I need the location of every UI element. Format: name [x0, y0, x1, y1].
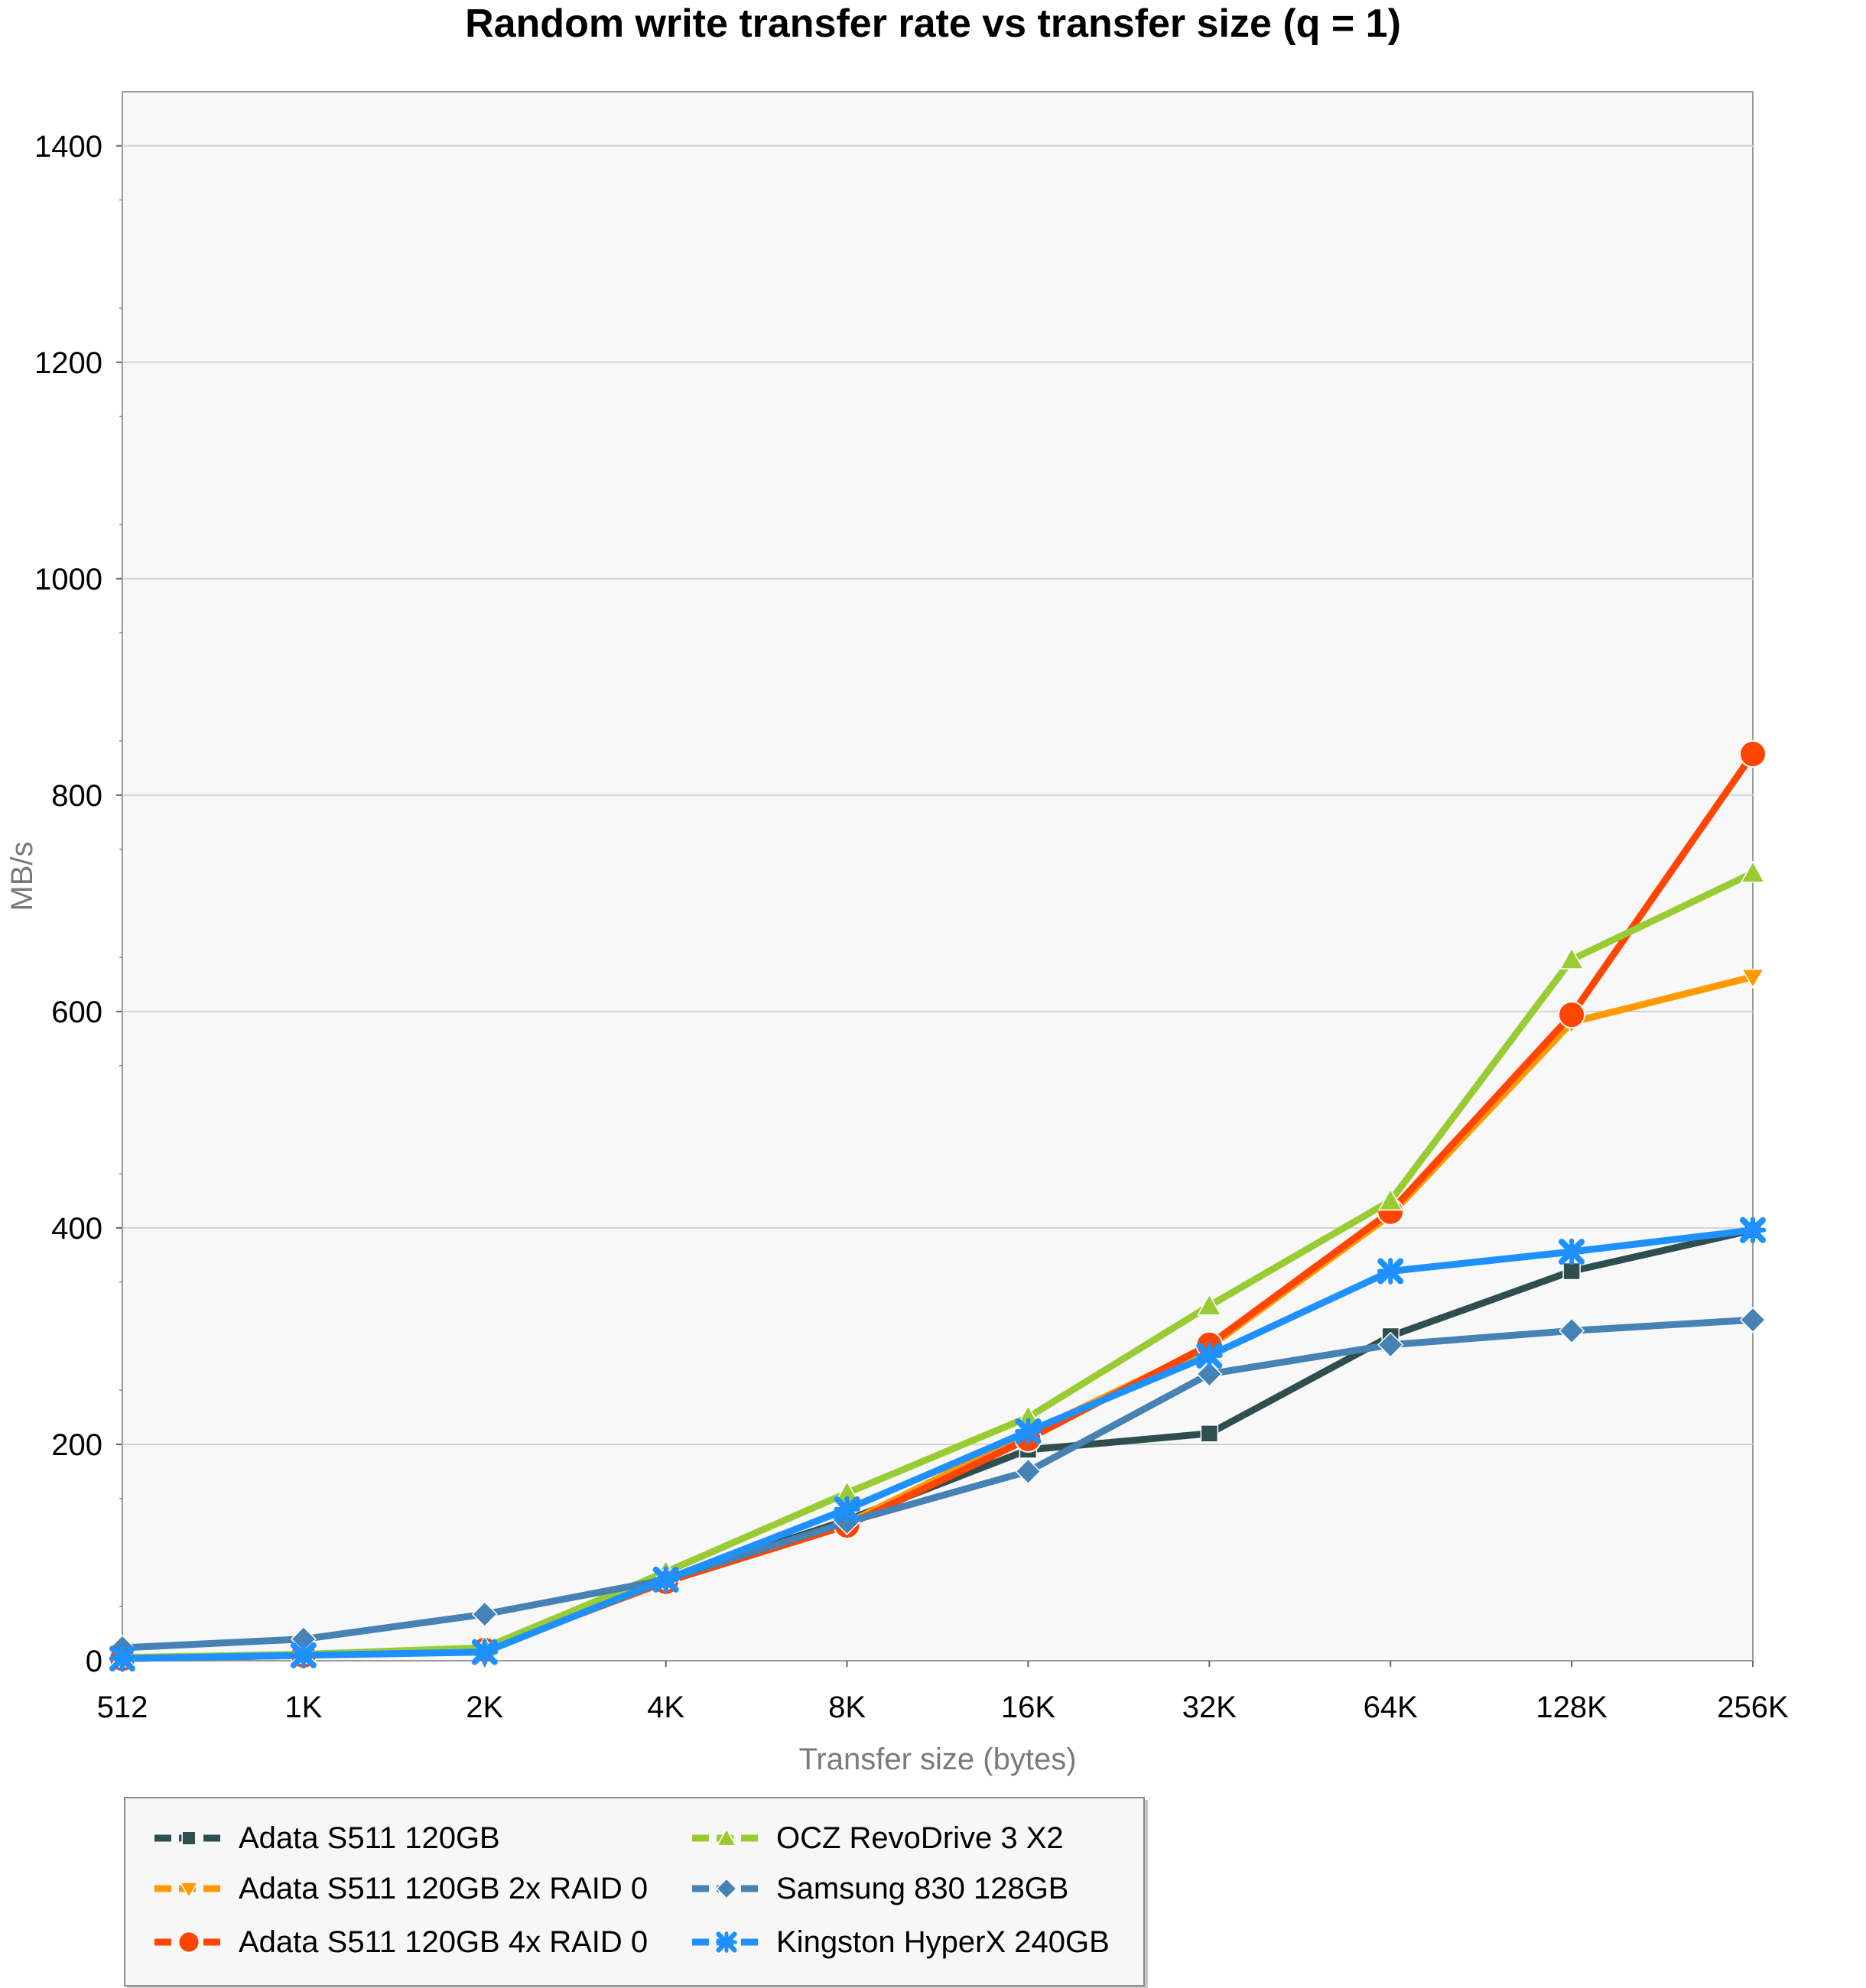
x-tick-label: 16K: [1001, 1691, 1055, 1724]
data-point: [1015, 1458, 1042, 1485]
data-point: [1739, 1307, 1767, 1333]
legend-marker: [716, 1931, 737, 1953]
data-point: [1739, 1217, 1767, 1244]
legend-swatch-ocz-revodrive: [686, 1815, 770, 1861]
legend-item: OCZ RevoDrive 3 X2: [686, 1815, 1064, 1861]
legend-marker: [179, 1882, 199, 1899]
x-tick-label: 256K: [1717, 1691, 1789, 1724]
legend-swatch-adata-s511: [148, 1815, 232, 1861]
data-point: [290, 1642, 317, 1669]
y-tick-label: 0: [86, 1645, 102, 1678]
x-tick-label: 64K: [1364, 1691, 1418, 1724]
legend-item: Adata S511 120GB 2x RAID 0: [148, 1866, 648, 1912]
chart-title: Random write transfer rate vs transfer s…: [465, 2, 1401, 46]
y-axis-label: MB/s: [5, 841, 39, 911]
plot-area: [122, 91, 1754, 1662]
legend-item: Adata S511 120GB: [148, 1815, 500, 1861]
data-point: [109, 1645, 136, 1672]
data-point: [1739, 740, 1767, 768]
data-point: [1200, 1424, 1219, 1443]
legend-label: OCZ RevoDrive 3 X2: [776, 1821, 1064, 1855]
y-tick-label: 1200: [34, 346, 102, 380]
data-point: [1377, 1188, 1403, 1211]
legend-label: Samsung 830 128GB: [776, 1871, 1069, 1905]
data-point: [1558, 1001, 1586, 1029]
data-point: [1558, 1238, 1585, 1265]
data-point: [471, 1639, 499, 1665]
series-line: [119, 1226, 1757, 1662]
y-tick-label: 1400: [34, 130, 102, 164]
legend-swatch-samsung-830: [686, 1866, 770, 1912]
legend-label: Adata S511 120GB: [239, 1821, 500, 1855]
y-axis: 0 200 400 600 800 1000 1200 1400: [34, 130, 122, 1678]
data-point: [1196, 1360, 1223, 1388]
legend-item: Kingston HyperX 240GB: [686, 1919, 1110, 1965]
y-tick-label: 600: [51, 996, 102, 1029]
data-point: [1740, 860, 1766, 883]
legend-item: Samsung 830 128GB: [686, 1866, 1068, 1912]
data-point: [1741, 969, 1765, 989]
legend-marker: [177, 1931, 200, 1954]
x-tick-label: 8K: [828, 1691, 866, 1724]
legend-swatch-kingston-hyperx: [686, 1919, 770, 1965]
series-lines: [109, 740, 1767, 1673]
legend-label: Kingston HyperX 240GB: [776, 1925, 1110, 1959]
y-tick-label: 400: [51, 1212, 102, 1246]
legend-marker: [716, 1827, 737, 1847]
data-point: [471, 1601, 498, 1628]
data-point: [1015, 1418, 1042, 1445]
x-tick-label: 512: [97, 1691, 148, 1724]
x-tick-label: 1K: [284, 1691, 322, 1724]
y-tick-label: 800: [51, 779, 102, 813]
data-point: [1196, 1342, 1223, 1369]
y-tick-label: 200: [51, 1428, 102, 1462]
data-point: [1377, 1258, 1404, 1285]
legend-item: Adata S511 120GB 4x RAID 0: [148, 1919, 648, 1965]
legend: Adata S511 120GB Adata S511 120GB 2x RAI…: [124, 1797, 1145, 1986]
data-point: [834, 1496, 860, 1523]
legend-marker: [716, 1878, 737, 1899]
data-point: [1559, 947, 1585, 970]
x-tick-label: 32K: [1182, 1691, 1237, 1724]
grid-lines: [122, 145, 1753, 1445]
legend-label: Adata S511 120GB 2x RAID 0: [239, 1871, 649, 1905]
data-point: [1377, 1331, 1404, 1358]
x-axis-label: Transfer size (bytes): [798, 1743, 1076, 1776]
y-tick-label: 1000: [34, 563, 102, 596]
legend-swatch-adata-4x-raid: [148, 1919, 232, 1965]
data-point: [652, 1566, 679, 1593]
series-line: [119, 1316, 1757, 1652]
legend-marker: [181, 1830, 197, 1846]
data-point: [1562, 1262, 1581, 1281]
x-tick-label: 128K: [1536, 1691, 1608, 1724]
x-tick-label: 2K: [466, 1691, 503, 1724]
legend-swatch-adata-2x-raid: [148, 1866, 232, 1912]
series-5: [109, 1217, 1767, 1672]
x-tick-label: 4K: [647, 1691, 684, 1724]
data-point: [1197, 1293, 1222, 1316]
data-point: [1559, 1317, 1585, 1344]
x-axis: 512 1K 2K 4K 8K 16K 32K 64K 128K 256K: [97, 1661, 1789, 1724]
legend-label: Adata S511 120GB 4x RAID 0: [239, 1925, 649, 1959]
